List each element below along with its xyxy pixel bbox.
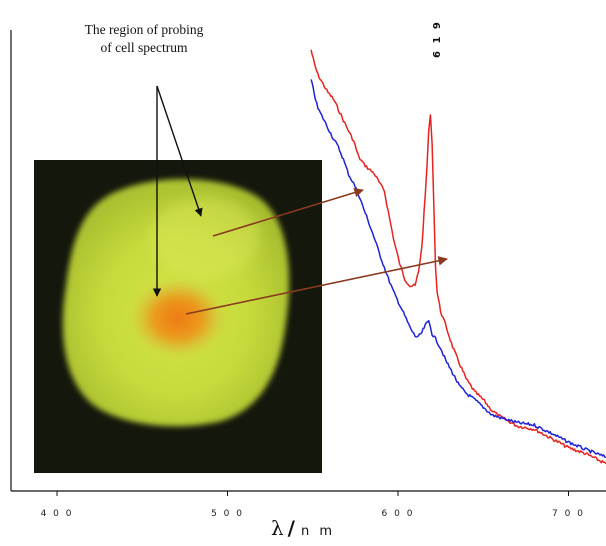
x-tick-label-500: 5 0 0 xyxy=(211,509,244,519)
arrow-nucleus-to-red xyxy=(185,256,448,315)
cell-highlight xyxy=(150,198,260,278)
cell-micrograph xyxy=(34,160,322,473)
x-ticks: 4 0 0 5 0 0 6 0 0 7 0 0 xyxy=(41,491,585,519)
cell-nucleus xyxy=(130,278,226,358)
x-tick-label-700: 7 0 0 xyxy=(552,509,585,519)
annotation-arrow-cytoplasm xyxy=(156,85,203,217)
annotation-line-1: The region of probing xyxy=(85,22,204,37)
axes: 4 0 0 5 0 0 6 0 0 7 0 0 xyxy=(10,30,606,519)
x-tick-label-400: 4 0 0 xyxy=(41,509,74,519)
peak-label: 6 1 9 xyxy=(432,20,443,58)
series-layer xyxy=(310,49,606,465)
arrow-cytoplasm-to-blue xyxy=(212,187,364,237)
annotation-line-2: of cell spectrum xyxy=(101,40,188,55)
series-line-blue xyxy=(310,79,606,459)
series-line-red xyxy=(310,49,606,465)
x-axis-label: λ / n m xyxy=(271,516,335,540)
x-tick-label-600: 6 0 0 xyxy=(382,509,415,519)
